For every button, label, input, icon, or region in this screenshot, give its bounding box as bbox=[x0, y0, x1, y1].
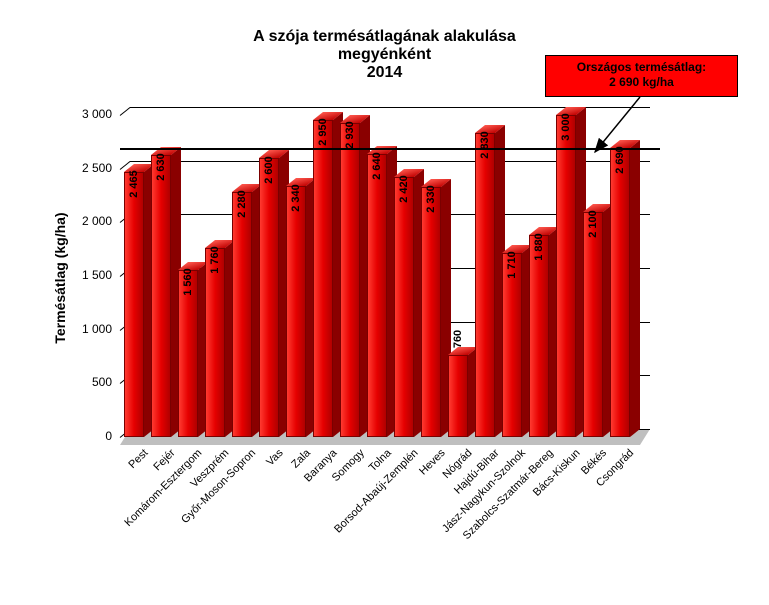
bar-label-holder: 2 930 bbox=[340, 123, 360, 437]
bar-label-holder: 760 bbox=[448, 355, 468, 437]
bar-label-holder: 1 710 bbox=[502, 253, 522, 437]
gridline-depth bbox=[120, 107, 131, 116]
bar-value-label: 1 760 bbox=[209, 246, 221, 274]
annotation-text-line1: Országos termésátlag: bbox=[546, 60, 737, 75]
y-tick-label: 3 000 bbox=[0, 107, 112, 121]
y-tick-label: 2 500 bbox=[0, 161, 112, 175]
bar-value-label: 1 880 bbox=[533, 233, 545, 261]
y-axis-ticks: 05001 0001 5002 0002 5003 000 bbox=[0, 115, 112, 437]
bar-label-holder: 2 640 bbox=[367, 154, 387, 437]
bar-label-holder: 3 000 bbox=[556, 115, 576, 437]
bar-label-holder: 2 465 bbox=[124, 172, 144, 437]
bar-label-holder: 2 330 bbox=[421, 187, 441, 437]
y-tick-label: 500 bbox=[0, 375, 112, 389]
bar-value-label: 760 bbox=[452, 330, 464, 348]
x-axis-labels: PestFejérKomárom-EsztergomVeszprémGyőr-M… bbox=[120, 445, 680, 605]
bar-label-holder: 2 340 bbox=[286, 186, 306, 437]
y-tick-label: 1 000 bbox=[0, 322, 112, 336]
national-average-line bbox=[120, 148, 660, 150]
y-tick-label: 2 000 bbox=[0, 214, 112, 228]
bar-value-label: 2 340 bbox=[290, 184, 302, 212]
bar-value-label: 2 330 bbox=[425, 185, 437, 213]
bar-value-label: 1 710 bbox=[506, 252, 518, 280]
bar-value-label: 3 000 bbox=[560, 113, 572, 141]
bar-label-holder: 1 880 bbox=[529, 235, 549, 437]
bar-label-holder: 2 830 bbox=[475, 133, 495, 437]
bar-label-holder: 2 420 bbox=[394, 177, 414, 437]
chart-title-line1: A szója termésátlagának alakulása bbox=[0, 28, 769, 46]
x-category-label: Pest bbox=[126, 447, 150, 471]
y-tick-label: 1 500 bbox=[0, 268, 112, 282]
bar-value-label: 1 560 bbox=[182, 268, 194, 296]
bar-value-label: 2 690 bbox=[614, 147, 626, 175]
annotation-text-line2: 2 690 kg/ha bbox=[546, 75, 737, 90]
bar-label-holder: 2 630 bbox=[151, 155, 171, 437]
bar-side bbox=[630, 140, 640, 437]
bar-label-holder: 1 760 bbox=[205, 248, 225, 437]
bar-label-holder: 2 280 bbox=[232, 192, 252, 437]
bar-value-label: 2 280 bbox=[236, 191, 248, 219]
bar-label-holder: 2 950 bbox=[313, 120, 333, 437]
bar-value-label: 2 630 bbox=[155, 153, 167, 181]
bar-label-holder: 2 600 bbox=[259, 158, 279, 437]
bar-label-holder: 2 100 bbox=[583, 212, 603, 437]
bar-value-label: 2 420 bbox=[398, 176, 410, 204]
chart-plot-area: 2 465 2 630 1 560 1 760 2 280 2 600 2 340 2 950… bbox=[120, 115, 640, 437]
national-average-annotation: Országos termésátlag: 2 690 kg/ha bbox=[545, 55, 738, 97]
bar-value-label: 2 830 bbox=[479, 131, 491, 159]
y-tick-label: 0 bbox=[0, 429, 112, 443]
bar-value-label: 2 465 bbox=[128, 171, 140, 199]
x-category-label: Vas bbox=[264, 447, 285, 468]
bar-value-label: 2 950 bbox=[317, 119, 329, 147]
bar-value-label: 2 930 bbox=[344, 121, 356, 149]
bar-value-label: 2 640 bbox=[371, 152, 383, 180]
bar-value-label: 2 600 bbox=[263, 156, 275, 184]
bar-value-label: 2 100 bbox=[587, 210, 599, 238]
bar-label-holder: 1 560 bbox=[178, 270, 198, 437]
bar-label-holder: 2 690 bbox=[610, 148, 630, 437]
